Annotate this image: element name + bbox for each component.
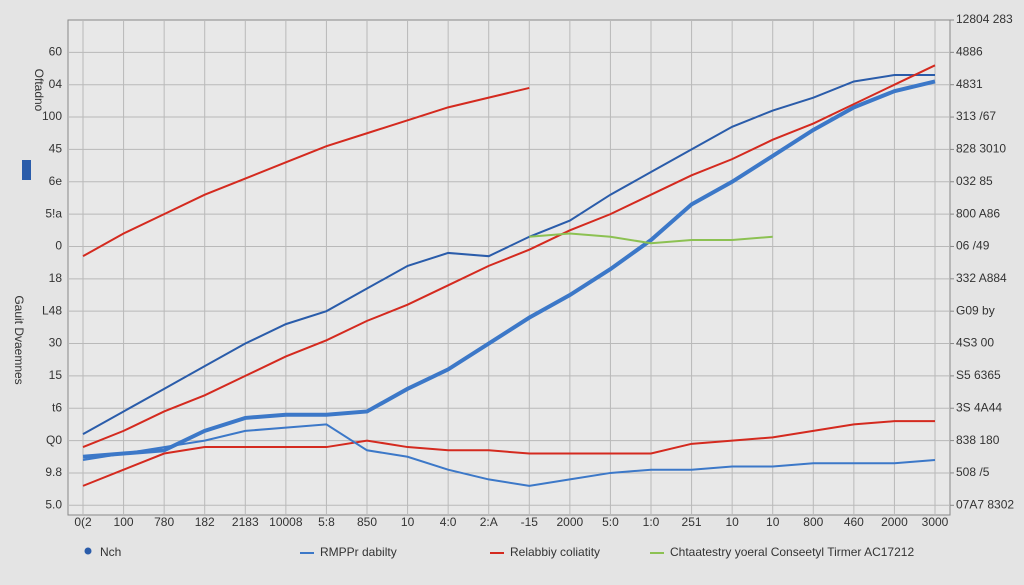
y2-tick-label: 06 /49 [956, 239, 990, 253]
y-tick-label: 0 [55, 239, 62, 253]
x-tick-label: 780 [154, 515, 174, 529]
line [82, 64, 936, 448]
x-tick-label: 460 [844, 515, 864, 529]
extra-line [82, 423, 936, 487]
y-tick-label: Q0 [46, 433, 62, 447]
y-tick-label: 100 [42, 109, 62, 123]
x-tick-label: 0(2 [74, 515, 92, 529]
x-tick-label: 10 [401, 515, 415, 529]
y-tick-label: 15 [49, 368, 63, 382]
y2-tick-label: 032 85 [956, 174, 993, 188]
x-tick-label: 10008 [269, 515, 303, 529]
x-tick-label: -15 [521, 515, 539, 529]
extra-line [82, 86, 530, 258]
y2-tick-label: 12804 283 [956, 12, 1013, 26]
x-tick-label: 3000 [922, 515, 949, 529]
legend-label: Nch [100, 545, 121, 559]
y-tick-label: 5!a [45, 206, 62, 220]
y-tick-label: 6e [49, 174, 63, 188]
y-tick-label: L48 [42, 303, 62, 317]
x-tick-label: 100 [114, 515, 134, 529]
legend-swatch [84, 547, 92, 555]
y2-tick-label: G09 by [956, 303, 995, 317]
x-tick-label: 4:0 [440, 515, 457, 529]
x-tick-label: 5:8 [318, 515, 335, 529]
line [82, 79, 936, 459]
y-tick-label: 45 [49, 142, 63, 156]
legend-label: RMPPr dabilty [320, 545, 397, 559]
x-tick-label: 10 [766, 515, 780, 529]
x-tick-label: 251 [682, 515, 702, 529]
y2-tick-label: 800 A86 [956, 206, 1000, 220]
x-tick-label: 10 [725, 515, 739, 529]
y-tick-label: 5.0 [45, 497, 62, 511]
y-tick-label: 04 [49, 77, 63, 91]
x-tick-label: 2:A [480, 515, 498, 529]
y2-tick-label: 508 /5 [956, 465, 990, 479]
y2-tick-label: 4886 [956, 45, 983, 59]
extra-line [82, 420, 935, 487]
line [529, 232, 773, 245]
y2-tick-label: 828 3010 [956, 142, 1006, 156]
y2-tick-label: S5 6365 [956, 368, 1001, 382]
y-axis-label: Gauit Dvaemnes [12, 295, 26, 384]
x-tick-label: 2183 [232, 515, 259, 529]
y-tick-label: 18 [49, 271, 63, 285]
x-tick-label: 5:0 [602, 515, 619, 529]
y2-tick-label: 313 /67 [956, 109, 996, 123]
x-tick-label: 2000 [557, 515, 584, 529]
x-tick-label: 1:0 [643, 515, 660, 529]
y-tick-label: 9.8 [45, 465, 62, 479]
y2-tick-label: 4831 [956, 77, 983, 91]
y-axis-label-secondary: Oftadno [32, 69, 46, 112]
decoration [22, 160, 31, 180]
y2-tick-label: 3S 4A44 [956, 400, 1002, 414]
legend-label: Relabbiy coliatity [510, 545, 600, 559]
legend-label: Chtaatestry yoeral Conseetyl Tirmer AC17… [670, 545, 914, 559]
y-tick-label: t6 [52, 400, 62, 414]
line [82, 74, 935, 435]
x-tick-label: 182 [195, 515, 215, 529]
x-tick-label: 850 [357, 515, 377, 529]
y-tick-label: 60 [49, 45, 63, 59]
y-tick-label: 30 [49, 336, 63, 350]
y2-tick-label: 332 A884 [956, 271, 1007, 285]
y2-tick-label: 4S3 00 [956, 336, 994, 350]
y2-tick-label: 07A7 8302 [956, 497, 1014, 511]
x-tick-label: 800 [803, 515, 823, 529]
x-tick-label: 2000 [881, 515, 908, 529]
y2-tick-label: 838 180 [956, 433, 1000, 447]
